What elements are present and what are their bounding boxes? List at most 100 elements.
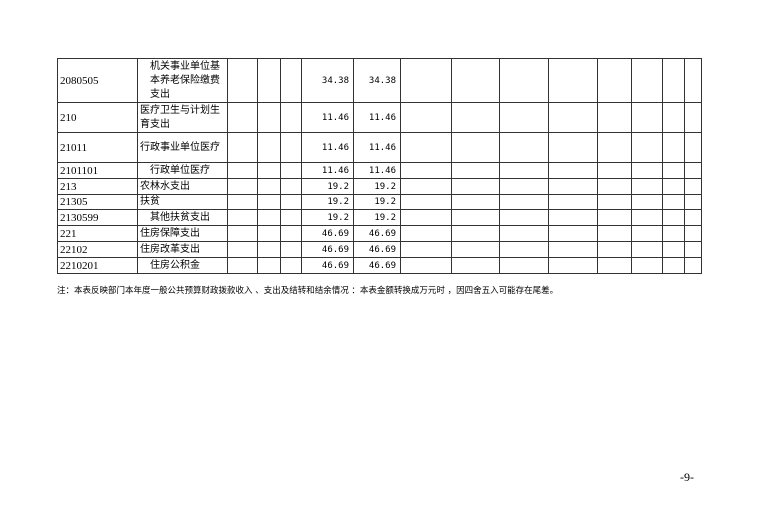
empty-cell	[280, 132, 302, 163]
empty-cell	[662, 194, 685, 210]
row-value-total: 46.69	[301, 241, 354, 258]
empty-cell	[662, 58, 685, 103]
empty-cell	[499, 225, 549, 242]
empty-cell	[400, 132, 452, 163]
empty-cell	[631, 102, 663, 133]
empty-cell	[631, 225, 663, 242]
empty-cell	[400, 257, 452, 274]
table-row: 210 医疗卫生与计划生育支出 11.46 11.46	[57, 102, 702, 133]
empty-cell	[227, 132, 258, 163]
row-code: 221	[57, 225, 138, 242]
table-row: 2080505 机关事业单位基本养老保险缴费支出 34.38 34.38	[57, 58, 702, 103]
row-value-basic: 46.69	[353, 241, 401, 258]
empty-cell	[451, 162, 500, 179]
empty-cell	[257, 194, 281, 210]
empty-cell	[280, 257, 302, 274]
empty-cell	[451, 58, 500, 103]
empty-cell	[684, 132, 702, 163]
row-code: 2080505	[57, 58, 138, 103]
empty-cell	[499, 241, 549, 258]
empty-cell	[280, 58, 302, 103]
empty-cell	[499, 102, 549, 133]
empty-cell	[400, 58, 452, 103]
empty-cell	[227, 241, 258, 258]
empty-cell	[400, 162, 452, 179]
empty-cell	[257, 178, 281, 195]
empty-cell	[280, 102, 302, 133]
empty-cell	[597, 257, 632, 274]
empty-cell	[499, 132, 549, 163]
row-value-total: 19.2	[301, 209, 354, 226]
empty-cell	[499, 178, 549, 195]
row-code: 21011	[57, 132, 138, 163]
empty-cell	[631, 209, 663, 226]
empty-cell	[451, 178, 500, 195]
empty-cell	[451, 194, 500, 210]
row-value-basic: 11.46	[353, 132, 401, 163]
empty-cell	[684, 162, 702, 179]
table-row: 2130599 其他扶贫支出 19.2 19.2	[57, 209, 702, 226]
empty-cell	[280, 225, 302, 242]
row-name: 医疗卫生与计划生育支出	[137, 102, 228, 133]
empty-cell	[631, 194, 663, 210]
empty-cell	[597, 178, 632, 195]
empty-cell	[631, 241, 663, 258]
empty-cell	[662, 209, 685, 226]
empty-cell	[400, 194, 452, 210]
empty-cell	[499, 209, 549, 226]
row-value-total: 46.69	[301, 225, 354, 242]
row-code: 2101101	[57, 162, 138, 179]
empty-cell	[227, 178, 258, 195]
empty-cell	[227, 194, 258, 210]
empty-cell	[662, 225, 685, 242]
row-value-basic: 19.2	[353, 209, 401, 226]
empty-cell	[662, 132, 685, 163]
table-row: 21305 扶贫 19.2 19.2	[57, 194, 702, 210]
empty-cell	[227, 58, 258, 103]
empty-cell	[227, 162, 258, 179]
row-value-basic: 46.69	[353, 225, 401, 242]
empty-cell	[597, 162, 632, 179]
row-value-basic: 11.46	[353, 102, 401, 133]
empty-cell	[227, 257, 258, 274]
row-name: 其他扶贫支出	[137, 209, 228, 226]
page-number: -9-	[680, 470, 694, 484]
empty-cell	[548, 132, 598, 163]
empty-cell	[684, 209, 702, 226]
empty-cell	[631, 178, 663, 195]
empty-cell	[597, 132, 632, 163]
empty-cell	[400, 241, 452, 258]
empty-cell	[631, 257, 663, 274]
empty-cell	[597, 102, 632, 133]
row-name: 扶贫	[137, 194, 228, 210]
row-code: 2130599	[57, 209, 138, 226]
empty-cell	[257, 102, 281, 133]
empty-cell	[257, 209, 281, 226]
empty-cell	[631, 132, 663, 163]
empty-cell	[257, 257, 281, 274]
empty-cell	[451, 132, 500, 163]
row-code: 21305	[57, 194, 138, 210]
empty-cell	[227, 102, 258, 133]
table-row: 2210201 住房公积金 46.69 46.69	[57, 257, 702, 274]
empty-cell	[548, 225, 598, 242]
empty-cell	[684, 225, 702, 242]
empty-cell	[280, 194, 302, 210]
empty-cell	[548, 209, 598, 226]
row-name: 行政单位医疗	[137, 162, 228, 179]
empty-cell	[597, 241, 632, 258]
empty-cell	[451, 102, 500, 133]
empty-cell	[662, 102, 685, 133]
empty-cell	[280, 241, 302, 258]
row-name: 住房公积金	[137, 257, 228, 274]
row-code: 213	[57, 178, 138, 195]
empty-cell	[548, 241, 598, 258]
empty-cell	[548, 58, 598, 103]
empty-cell	[597, 225, 632, 242]
row-name: 住房改革支出	[137, 241, 228, 258]
empty-cell	[257, 162, 281, 179]
empty-cell	[257, 58, 281, 103]
empty-cell	[597, 58, 632, 103]
table-note: 注：本表反映部门本年度一般公共预算财政拨款收入 、支出及结转和结余情况 ：本表金…	[57, 286, 559, 296]
empty-cell	[280, 162, 302, 179]
